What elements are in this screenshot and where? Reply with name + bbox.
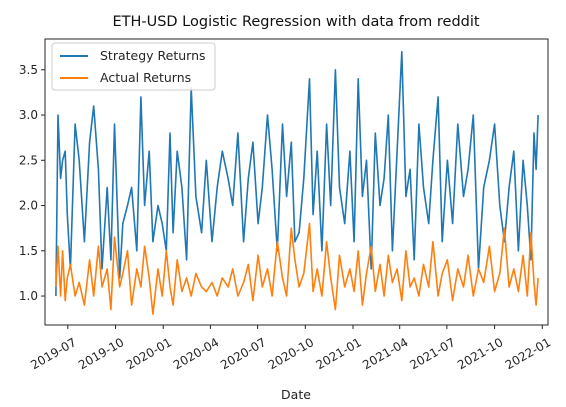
series-line-strategy-returns (55, 50, 539, 297)
legend-label-strategy-returns: Strategy Returns (100, 48, 206, 63)
y-tick-label: 3.0 (19, 108, 38, 122)
y-tick-label: 3.5 (19, 63, 38, 77)
x-axis-label: Date (281, 387, 311, 402)
legend-label-actual-returns: Actual Returns (100, 70, 191, 85)
y-tick-label: 2.5 (19, 153, 38, 167)
series-line-actual-returns (55, 222, 539, 315)
y-axis: 1.0 1.5 2.0 2.5 3.0 3.5 (19, 63, 45, 303)
chart-title: ETH-USD Logistic Regression with data fr… (112, 14, 479, 30)
legend: Strategy Returns Actual Returns (51, 42, 216, 91)
y-tick-label: 1.5 (19, 244, 38, 258)
y-tick-label: 1.0 (19, 289, 38, 303)
plot-area-frame (44, 38, 549, 326)
series-layer (55, 50, 539, 315)
y-tick-label: 2.0 (19, 199, 38, 213)
legend-box (51, 42, 216, 91)
